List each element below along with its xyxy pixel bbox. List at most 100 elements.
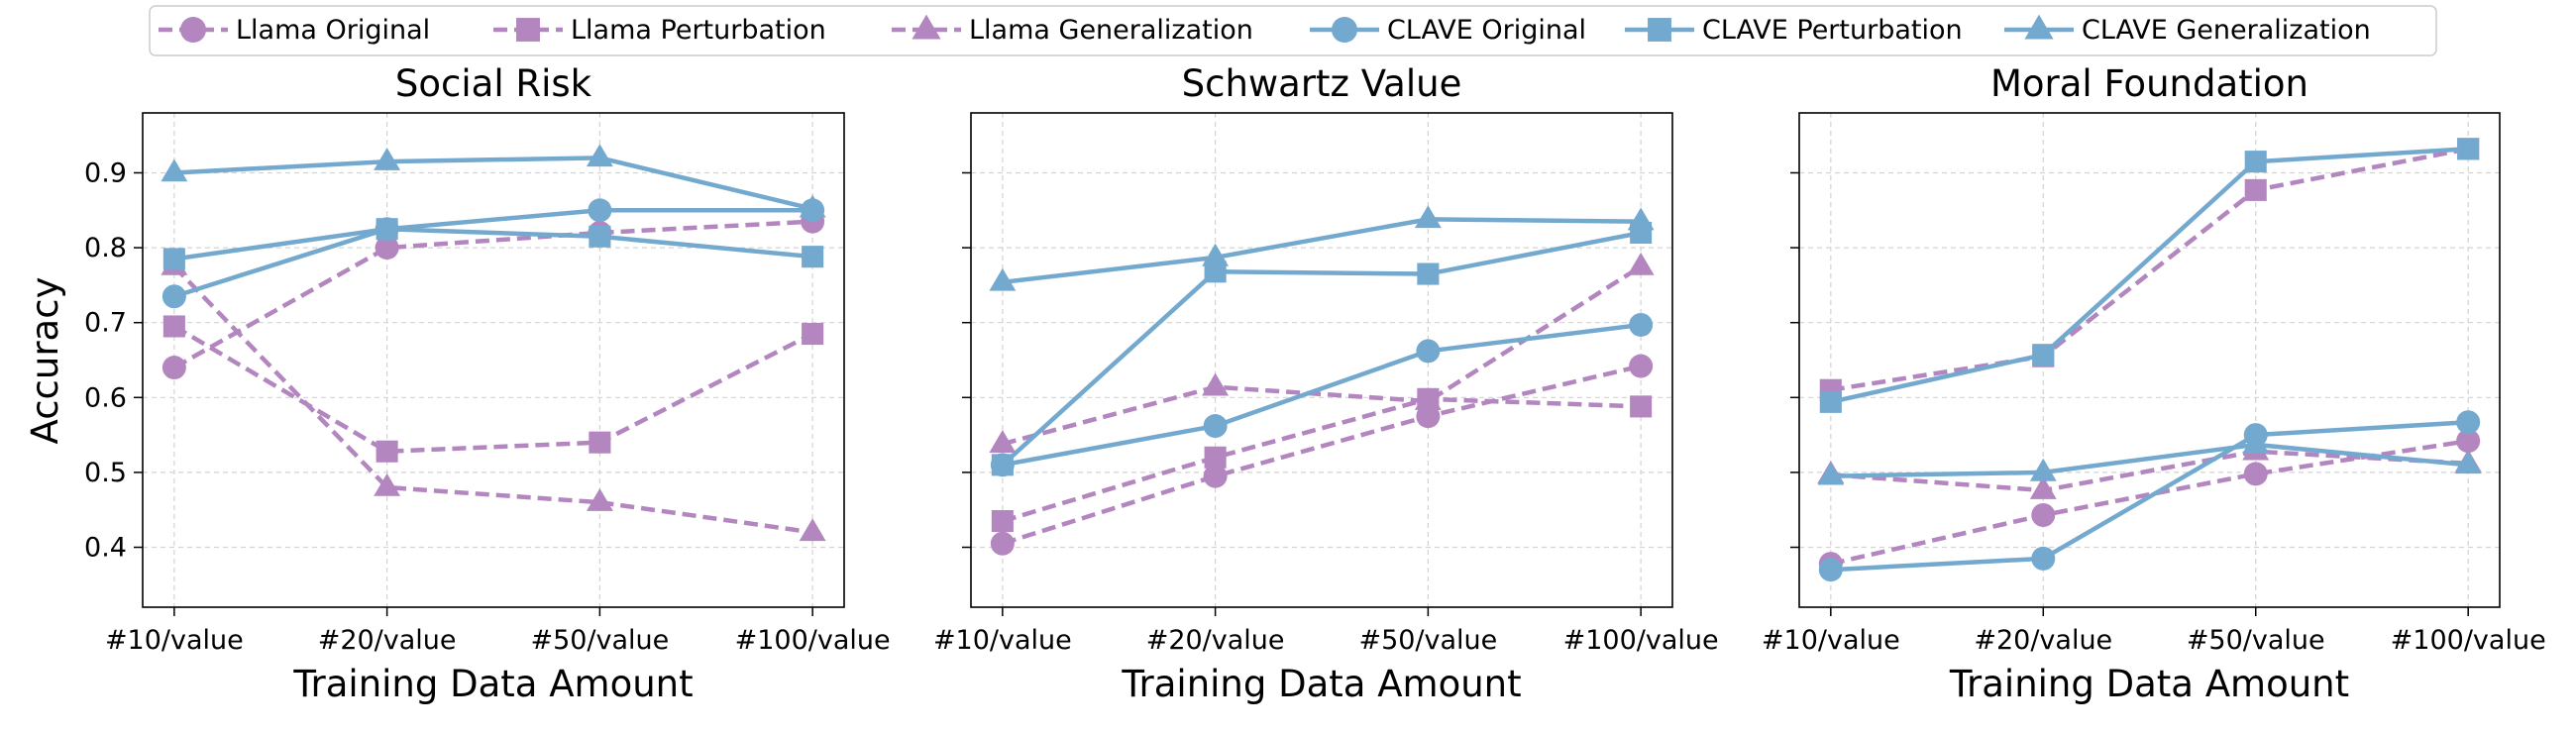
data-point	[589, 431, 611, 454]
x-tick-label: #10/value	[105, 625, 244, 656]
data-point	[374, 147, 401, 170]
data-point	[989, 430, 1017, 453]
data-point	[161, 158, 188, 182]
chart-panel: Social Risk 0.4 0.5 0.6 0.7 0.8 0.9 #10/value #2…	[24, 62, 891, 705]
chart-title: Schwartz Value	[1182, 62, 1462, 105]
data-point	[802, 322, 824, 346]
legend-marker-square	[516, 18, 540, 42]
data-point	[2029, 475, 2057, 499]
data-point	[2031, 503, 2056, 528]
legend-marker-square	[1648, 18, 1671, 42]
plot-frame	[970, 112, 1673, 608]
series-line	[172, 219, 813, 370]
data-point	[989, 267, 1017, 291]
data-point	[589, 225, 611, 248]
series-line	[1002, 364, 1642, 546]
x-tick-label: #100/value	[2391, 625, 2546, 656]
legend-item: Llama Perturbation	[493, 15, 826, 46]
data-point	[586, 487, 613, 511]
x-tick-label: #100/value	[1563, 625, 1719, 656]
y-tick-label: 0.7	[84, 308, 127, 339]
series-line	[1830, 147, 2469, 392]
data-point	[1629, 312, 1654, 337]
legend-label: CLAVE Perturbation	[1702, 15, 1963, 46]
legend-label: Llama Perturbation	[571, 15, 826, 46]
x-tick-label: #20/value	[318, 625, 457, 656]
legend-marker-circle	[180, 17, 206, 43]
legend-label: Llama Generalization	[969, 15, 1253, 46]
data-point	[375, 236, 399, 261]
data-point	[991, 510, 1014, 533]
y-tick-label: 0.5	[84, 458, 127, 488]
data-point	[2456, 410, 2481, 435]
x-tick-label: #10/value	[933, 625, 1072, 656]
x-tick-label: #50/value	[1358, 625, 1497, 656]
data-point	[2457, 138, 2480, 160]
series-line	[1830, 420, 2469, 573]
series-line	[173, 156, 813, 211]
x-tick-label: #20/value	[1974, 625, 2112, 656]
data-point	[161, 356, 186, 380]
data-point	[376, 440, 398, 463]
series-line	[173, 208, 813, 299]
data-point	[1627, 252, 1655, 275]
legend-label: CLAVE Original	[1387, 15, 1586, 46]
plot-frame	[1798, 112, 2501, 608]
legend-item: CLAVE Original	[1310, 15, 1586, 46]
data-point	[2243, 462, 2268, 486]
data-point	[991, 454, 1014, 476]
plot-frame	[142, 112, 845, 608]
data-point	[586, 144, 613, 167]
data-point	[1414, 205, 1442, 229]
data-point	[2031, 546, 2056, 571]
data-point	[1629, 354, 1654, 378]
data-point	[162, 315, 185, 338]
data-point	[1819, 390, 1842, 413]
data-point	[2032, 344, 2055, 366]
legend-item: Llama Generalization	[892, 14, 1253, 46]
series-line	[1001, 230, 1642, 468]
data-point	[376, 218, 398, 241]
chart-panel: Schwartz Value #10/value #20/value #50/valu…	[933, 62, 1719, 705]
x-axis-label: Training Data Amount	[292, 663, 693, 705]
data-point	[802, 246, 824, 268]
legend-label: Llama Original	[236, 15, 430, 46]
data-point	[1818, 558, 1843, 582]
data-point	[1417, 262, 1440, 285]
legend-marker-triangle	[2024, 14, 2054, 40]
data-point	[1627, 207, 1655, 231]
series-line	[1830, 449, 2469, 493]
y-tick-label: 0.4	[84, 533, 127, 564]
series-line	[1830, 438, 2469, 567]
data-point	[990, 531, 1015, 556]
series-line	[173, 226, 813, 262]
series-line	[172, 324, 814, 454]
x-tick-label: #20/value	[1146, 625, 1285, 656]
legend-item: CLAVE Generalization	[2004, 14, 2371, 46]
data-point	[1817, 462, 1845, 485]
data-point	[1202, 372, 1230, 396]
data-point	[2454, 451, 2482, 474]
chart-title: Moral Foundation	[1990, 62, 2308, 105]
x-axis-label: Training Data Amount	[1949, 663, 2349, 705]
data-point	[2029, 458, 2057, 481]
data-point	[162, 248, 185, 270]
y-tick-label: 0.8	[84, 233, 127, 263]
data-point	[799, 518, 826, 542]
legend-marker-triangle	[912, 14, 941, 40]
data-point	[2456, 429, 2481, 454]
chart-panel: Moral Foundation #10/value #20/value #50/va…	[1762, 62, 2546, 705]
x-tick-label: #100/value	[735, 625, 891, 656]
y-axis-label: Accuracy	[24, 277, 66, 445]
series-line	[1002, 396, 1642, 524]
data-point	[2244, 178, 2267, 201]
data-point	[1204, 446, 1227, 469]
data-point	[1204, 261, 1227, 283]
data-point	[161, 284, 186, 309]
data-point	[799, 194, 826, 218]
x-tick-label: #50/value	[530, 625, 669, 656]
legend-marker-circle	[1332, 17, 1357, 43]
data-point	[1202, 243, 1230, 266]
x-axis-label: Training Data Amount	[1121, 663, 1521, 705]
data-point	[2242, 430, 2270, 454]
